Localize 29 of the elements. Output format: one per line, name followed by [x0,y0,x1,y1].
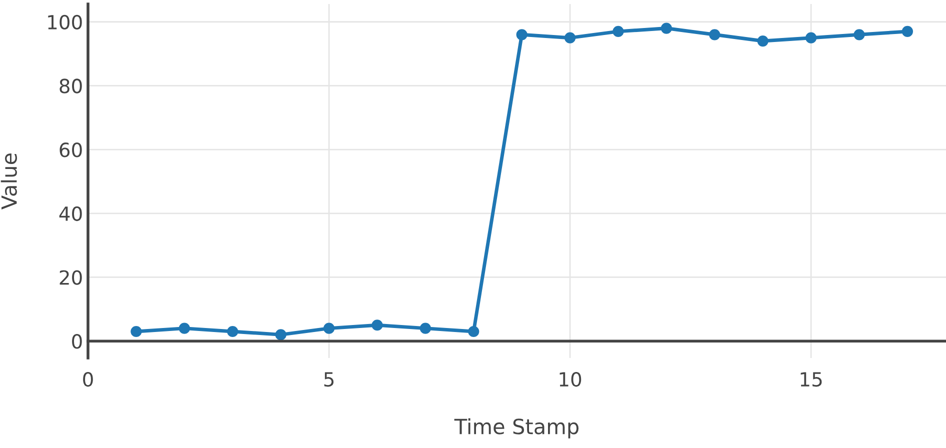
point [516,29,528,40]
y-tick-label: 0 [72,334,82,349]
point [420,322,431,334]
point [902,26,913,38]
point [709,29,720,40]
point [612,26,624,38]
y-tick-label: 20 [60,270,82,285]
x-tick-label: 15 [800,372,822,387]
x-tick-label: 0 [83,372,93,387]
point [757,35,768,47]
point [323,322,335,334]
y-tick-label: 80 [60,78,82,94]
point [227,326,238,338]
y-tick-label: 60 [60,142,82,158]
point [130,326,142,338]
point [805,32,817,44]
point [564,32,576,44]
point [275,329,286,340]
y-axis-title: Value [0,154,17,210]
point [660,22,672,34]
point [468,326,480,338]
x-tick-label: 5 [324,372,334,387]
x-axis-title: Time Stamp [454,418,578,438]
y-tick-label: 40 [59,206,82,222]
x-tick-label: 10 [560,372,582,387]
point [372,320,383,331]
point [178,322,190,334]
point [854,29,865,40]
y-tick-label: 100 [48,14,82,30]
